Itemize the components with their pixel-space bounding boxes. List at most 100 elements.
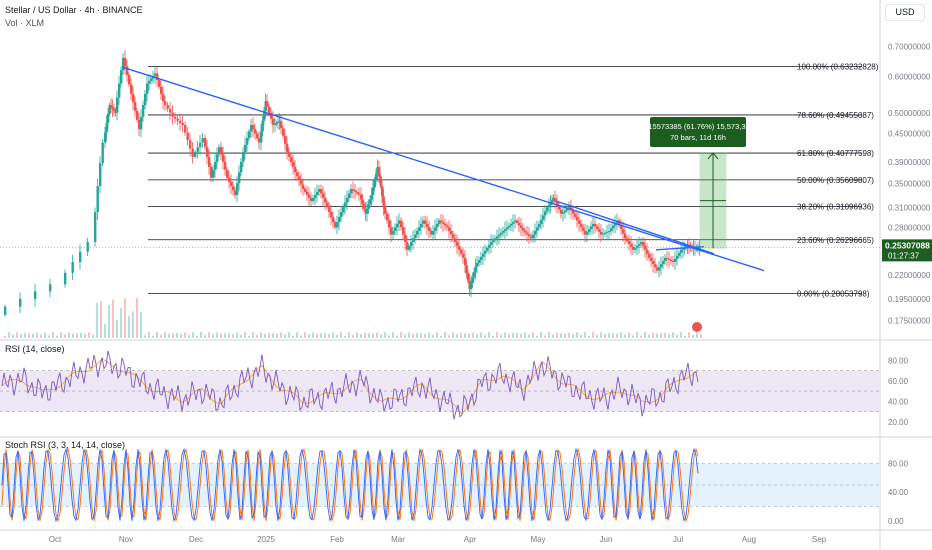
volume-bar	[236, 332, 238, 338]
candle-body	[434, 227, 437, 231]
candle-body	[544, 211, 547, 216]
volume-bar	[204, 335, 206, 338]
currency-button[interactable]: USD	[885, 4, 925, 21]
volume-bar	[652, 332, 654, 338]
candle-body	[656, 267, 659, 271]
volume-bar	[476, 334, 478, 338]
volume-bar	[228, 332, 230, 338]
volume-bar	[216, 332, 218, 338]
volume-bar	[700, 334, 702, 338]
volume-bar	[4, 336, 6, 338]
candle-body	[382, 196, 385, 208]
candle-body	[101, 142, 104, 164]
candle-body	[526, 232, 529, 235]
candle-body	[630, 243, 633, 247]
volume-bar	[32, 333, 34, 338]
volume-bar	[196, 335, 198, 338]
candle-body	[328, 207, 331, 213]
volume-bar	[52, 332, 54, 338]
candle-body	[522, 228, 525, 231]
candle-body	[288, 151, 291, 157]
candle-body	[556, 201, 559, 206]
candle-body	[664, 257, 667, 261]
candle-body	[261, 120, 264, 132]
rsi-tick-label: 80.00	[888, 356, 909, 365]
volume-bar	[540, 332, 542, 338]
candle-body	[266, 101, 269, 107]
candle-body	[162, 93, 165, 102]
candle-body	[118, 83, 121, 98]
volume-bar	[432, 334, 434, 338]
candle-body	[358, 193, 361, 195]
fib-level-label: 78.60% (0.49455087)	[797, 111, 874, 120]
volume-bar	[572, 334, 574, 338]
volume-bar	[448, 335, 450, 338]
volume-bar	[616, 333, 618, 338]
candle-body	[236, 183, 239, 195]
fib-level-label: 50.00% (0.35609807)	[797, 176, 874, 185]
candle-body	[113, 108, 116, 111]
time-tick-label: Feb	[330, 535, 344, 544]
candle-body	[592, 223, 595, 227]
stoch-tick-label: 0.00	[888, 517, 904, 526]
candle-body	[600, 231, 603, 235]
candle-body	[488, 244, 491, 248]
candle-body	[426, 223, 429, 228]
candle-body	[191, 148, 194, 157]
candle-body	[484, 250, 487, 254]
candle-body	[624, 233, 627, 239]
measure-label-line1: 0.15573385 (61.76%) 15,573,385	[642, 122, 754, 131]
candle-body	[320, 189, 323, 194]
candle-body	[181, 122, 184, 125]
price-tick-label: 0.70000000	[888, 42, 931, 51]
candle-body	[408, 245, 411, 250]
candle-body	[318, 189, 321, 192]
volume-bar	[128, 315, 130, 338]
candle-body	[99, 163, 102, 187]
candle-body	[122, 57, 125, 71]
candle-body	[372, 187, 375, 195]
candle-body	[304, 189, 307, 192]
candle-body	[450, 230, 453, 235]
candle-body	[448, 227, 451, 231]
trendline-short	[555, 200, 715, 255]
candle-body	[580, 223, 583, 228]
candle-body	[128, 75, 131, 85]
candle-body	[189, 140, 192, 149]
candle-body	[184, 124, 187, 133]
candle-body	[107, 113, 110, 123]
candle-body	[500, 232, 503, 235]
candle-body	[156, 73, 159, 81]
volume-bar	[244, 332, 246, 338]
candle-body	[551, 200, 554, 203]
volume-bar	[316, 333, 318, 338]
candle-body	[514, 220, 517, 223]
volume-bar	[328, 333, 330, 338]
fib-level-label: 100.00% (0.63232828)	[797, 62, 879, 71]
candle-body	[234, 190, 237, 195]
time-tick-label: Aug	[742, 535, 756, 544]
candle-body	[330, 212, 333, 218]
candle-body	[416, 230, 419, 235]
volume-bar	[624, 334, 626, 338]
volume-bar	[80, 332, 82, 338]
volume-bar	[360, 334, 362, 338]
candle-body	[286, 143, 289, 152]
volume-bar	[188, 334, 190, 338]
volume-bar	[8, 332, 10, 338]
candle-body	[228, 177, 231, 182]
volume-bar	[208, 332, 210, 338]
candle-body	[412, 238, 415, 243]
candle-body	[268, 106, 271, 113]
candle-body	[96, 186, 99, 213]
volume-bar	[296, 332, 298, 338]
price-tick-label: 0.22000000	[888, 271, 931, 280]
candle-body	[379, 176, 382, 187]
volume-bar	[388, 335, 390, 338]
candle-body	[406, 242, 409, 250]
candle-body	[179, 120, 182, 123]
fib-level-label: 0.00% (0.20053798)	[797, 289, 870, 298]
volume-bar	[492, 335, 494, 338]
candle-body	[246, 138, 249, 145]
